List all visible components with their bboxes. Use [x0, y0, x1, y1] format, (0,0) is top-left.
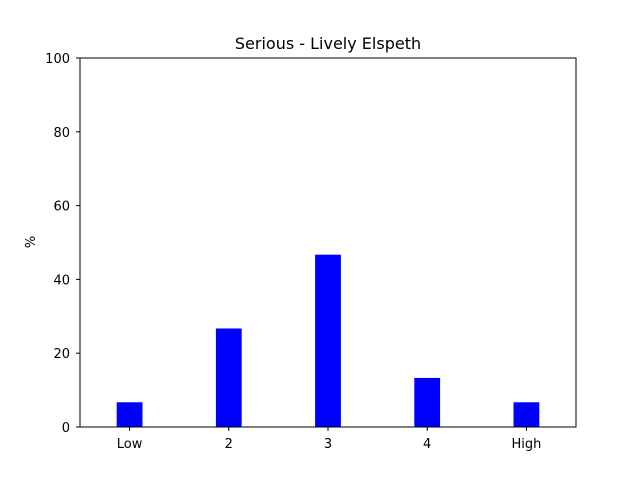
bars-layer	[116, 254, 540, 427]
y-tick-label: 80	[53, 126, 70, 141]
y-axis: 0 20 40 60 80 100	[45, 52, 80, 436]
x-tick-label: High	[511, 437, 541, 452]
x-tick-label: 2	[225, 437, 233, 452]
bar-4	[513, 402, 540, 427]
x-tick-label: 4	[423, 437, 431, 452]
chart-title: Serious - Lively Elspeth	[235, 34, 421, 53]
y-axis-label: %	[24, 236, 39, 248]
bar-1	[215, 328, 242, 427]
bar-0	[116, 402, 143, 427]
bar-2	[315, 254, 341, 427]
y-tick-label: 100	[45, 52, 70, 67]
y-tick-label: 20	[53, 347, 70, 362]
y-tick-label: 0	[62, 421, 70, 436]
x-axis: Low 2 3 4 High	[117, 427, 541, 452]
y-tick-label: 40	[53, 273, 70, 288]
x-tick-label: Low	[117, 437, 143, 452]
y-tick-label: 60	[53, 200, 70, 215]
x-tick-label: 3	[324, 437, 332, 452]
bar-3	[414, 377, 441, 427]
